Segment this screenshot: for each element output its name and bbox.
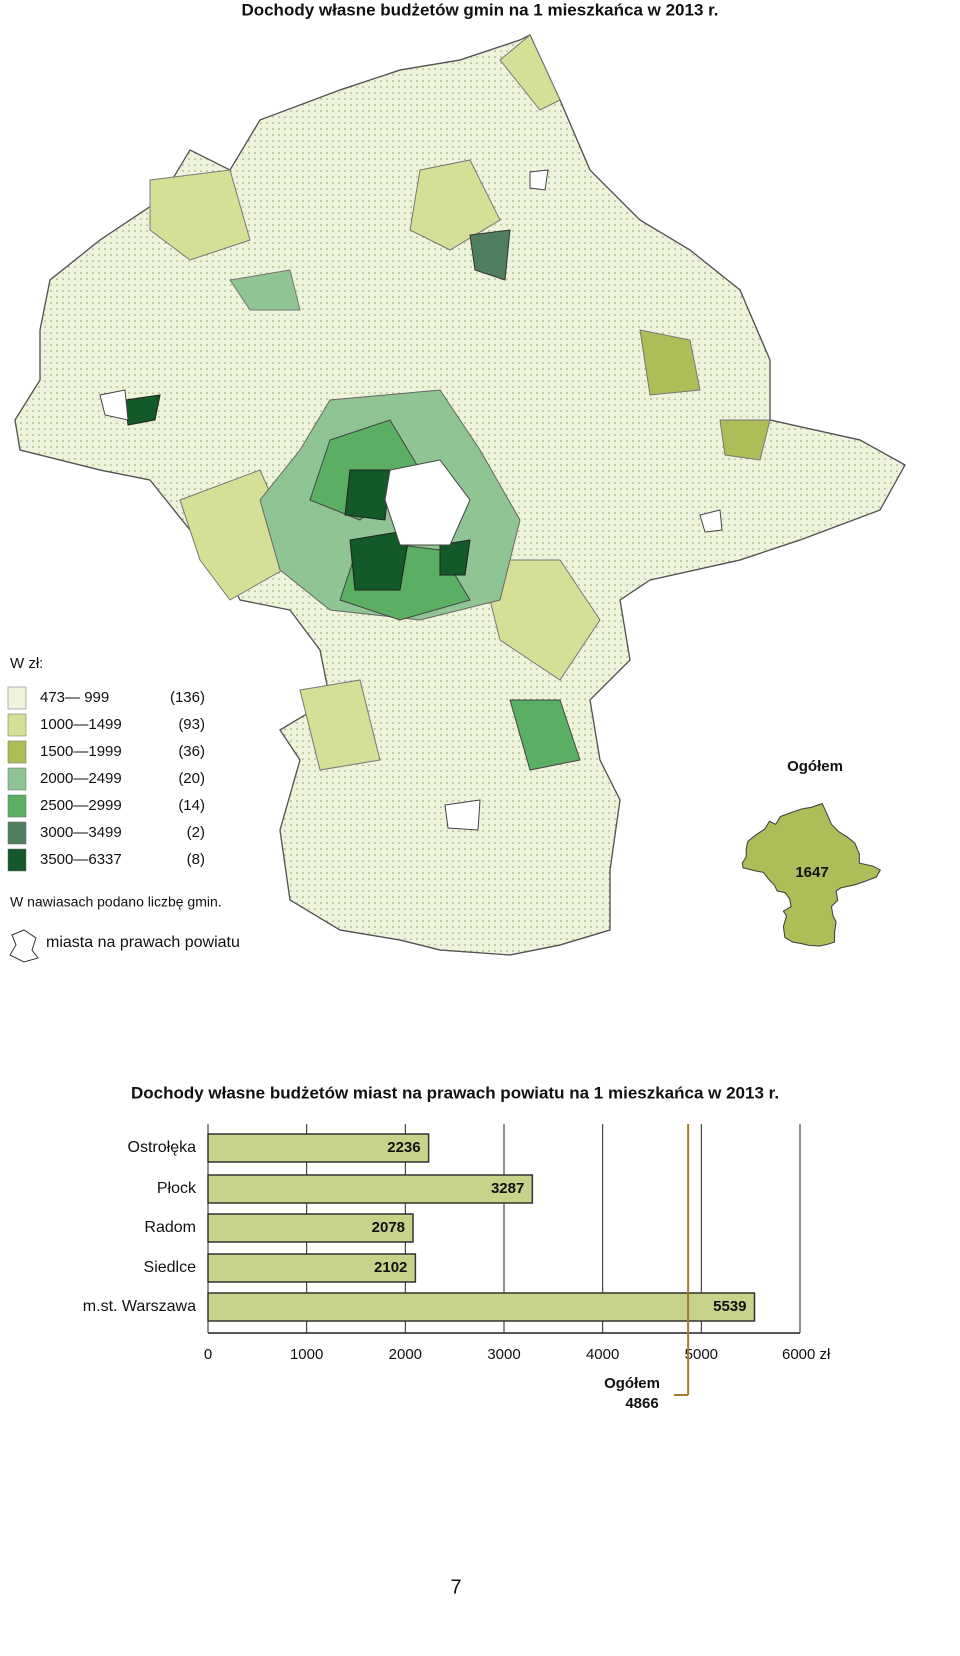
total-shape — [741, 802, 882, 947]
y-tick-label: m.st. Warszawa — [83, 1298, 196, 1315]
total-map: Ogółem 1647 — [741, 758, 882, 947]
map-region — [299, 679, 381, 771]
legend-range: 3000—3499 — [40, 824, 122, 841]
city — [444, 799, 481, 831]
map-region — [719, 419, 771, 461]
legend-range: 473— 999 — [40, 689, 109, 706]
y-tick-label: Siedlce — [144, 1259, 197, 1276]
legend-count: (14) — [178, 797, 205, 814]
map-region — [479, 559, 601, 681]
legend-range: 2000—2499 — [40, 770, 122, 787]
legend-count: (8) — [187, 851, 205, 868]
x-tick-label: 6000 zł — [782, 1346, 831, 1363]
x-tick-label: 1000 — [290, 1346, 323, 1363]
city-legend: miasta na prawach powiatu — [46, 934, 240, 951]
value-label: 3287 — [491, 1180, 524, 1197]
legend-swatch — [7, 686, 27, 710]
y-tick-label: Radom — [144, 1219, 196, 1236]
city — [699, 509, 723, 533]
city — [384, 459, 471, 546]
value-label: 2236 — [387, 1139, 420, 1156]
x-tick-label: 2000 — [389, 1346, 422, 1363]
legend-swatch — [7, 848, 27, 872]
map-region — [344, 469, 391, 521]
map-region — [349, 529, 411, 591]
map-region — [229, 269, 301, 311]
bar — [207, 1253, 417, 1283]
map-region — [124, 394, 161, 426]
legend-swatch — [7, 713, 27, 737]
city-icon — [9, 929, 39, 963]
map-title: Dochody własne budżetów gmin na 1 mieszk… — [241, 0, 718, 19]
map-region — [499, 34, 561, 111]
x-tick-label: 3000 — [487, 1346, 520, 1363]
legend-swatch — [7, 740, 27, 764]
y-tick-label: Ostrołęka — [128, 1139, 197, 1156]
x-tick-label: 0 — [204, 1346, 212, 1363]
bar — [207, 1213, 414, 1243]
city — [99, 389, 129, 421]
legend-title: W zł: — [10, 655, 43, 672]
legend-count: (93) — [178, 716, 205, 733]
map-region — [469, 229, 511, 281]
value-label: 2078 — [372, 1219, 405, 1236]
value-label: 2102 — [374, 1259, 407, 1276]
total-value: 1647 — [795, 864, 828, 881]
legend-count: (20) — [178, 770, 205, 787]
chart-title: Dochody własne budżetów miast na prawach… — [131, 1083, 779, 1102]
page-number: 7 — [450, 1576, 461, 1598]
legend-range: 1500—1999 — [40, 743, 122, 760]
bar — [207, 1292, 756, 1322]
reference-value: 4866 — [625, 1395, 658, 1412]
legend-count: (36) — [178, 743, 205, 760]
bar — [207, 1174, 534, 1204]
legend-range: 3500—6337 — [40, 851, 122, 868]
legend-swatch — [7, 821, 27, 845]
map-region — [149, 169, 251, 261]
map — [14, 34, 906, 956]
legend-count: (2) — [187, 824, 205, 841]
map-legend: W zł: W nawiasach podano liczbę gmin. mi… — [7, 655, 240, 963]
map-region — [509, 699, 581, 771]
map-region — [639, 329, 701, 396]
y-tick-label: Płock — [157, 1180, 197, 1197]
legend-count: (136) — [170, 689, 205, 706]
bar — [207, 1133, 430, 1163]
x-tick-label: 4000 — [586, 1346, 619, 1363]
legend-range: 1000—1499 — [40, 716, 122, 733]
x-tick-label: 5000 — [685, 1346, 718, 1363]
reference-label: Ogółem — [604, 1375, 660, 1392]
city — [529, 169, 549, 191]
map-region — [439, 539, 471, 576]
value-label: 5539 — [713, 1298, 746, 1315]
legend-range: 2500—2999 — [40, 797, 122, 814]
note: W nawiasach podano liczbę gmin. — [10, 894, 222, 910]
total-label: Ogółem — [787, 758, 843, 775]
legend-swatch — [7, 767, 27, 791]
legend-swatch — [7, 794, 27, 818]
